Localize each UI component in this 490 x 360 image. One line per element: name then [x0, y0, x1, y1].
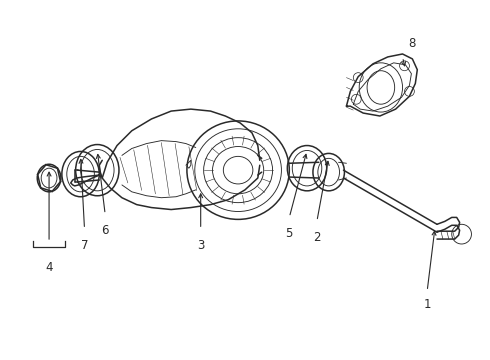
- Text: 8: 8: [409, 37, 416, 50]
- Text: 6: 6: [101, 224, 109, 237]
- Text: 1: 1: [423, 298, 431, 311]
- Text: 4: 4: [45, 261, 53, 274]
- Text: 5: 5: [286, 227, 293, 240]
- Text: 3: 3: [197, 239, 204, 252]
- Text: 7: 7: [81, 239, 88, 252]
- Text: 2: 2: [313, 231, 320, 244]
